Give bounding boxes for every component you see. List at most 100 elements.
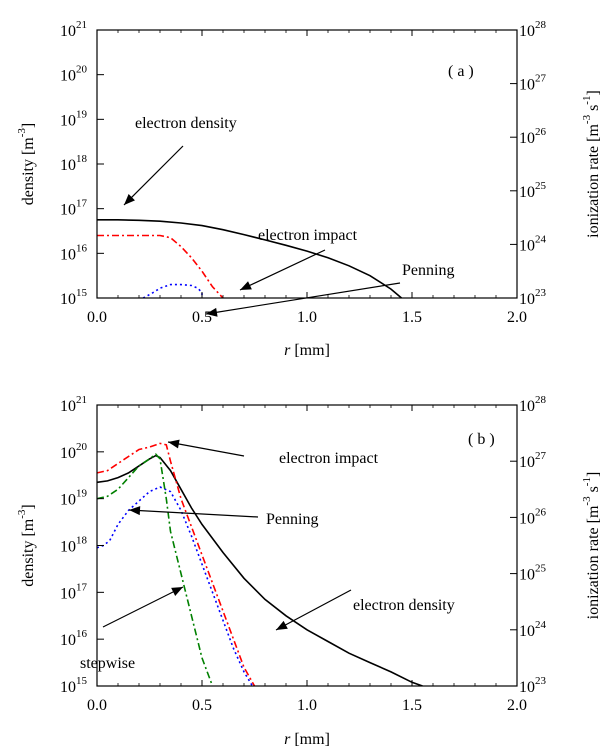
tick-base: 10 bbox=[519, 23, 535, 40]
y-left-label-close: ] bbox=[20, 123, 37, 128]
tick-exponent: 17 bbox=[76, 581, 88, 593]
series-line-penning bbox=[142, 283, 203, 298]
y-right-label-exp2: -1 bbox=[581, 96, 593, 105]
series-line-electron-impact bbox=[97, 234, 224, 298]
annotation-arrow-shaft bbox=[239, 249, 326, 291]
tick-base: 10 bbox=[519, 291, 535, 308]
annotation-arrowhead bbox=[206, 307, 218, 317]
y-right-label-exp1: -3 bbox=[581, 114, 593, 124]
tick-base: 10 bbox=[519, 567, 535, 584]
series-line-stepwise bbox=[97, 453, 214, 686]
y-left-tick-label: 1020 bbox=[60, 441, 88, 462]
tick-exponent: 25 bbox=[535, 180, 547, 192]
tick-base: 10 bbox=[60, 632, 76, 649]
y-left-axis-label: density [m-3] bbox=[16, 123, 37, 206]
y-right-tick-label: 1028 bbox=[519, 394, 547, 415]
y-left-tick-label: 1020 bbox=[60, 64, 88, 85]
y-right-label-unit2: s bbox=[585, 105, 602, 115]
y-left-tick-label: 1021 bbox=[60, 19, 87, 40]
tick-exponent: 19 bbox=[76, 108, 88, 120]
series-group bbox=[97, 442, 423, 686]
annotation-label: electron density bbox=[135, 115, 237, 132]
annotation-arrowhead bbox=[129, 506, 141, 516]
y-right-tick-label: 1027 bbox=[519, 450, 547, 471]
x-tick-label: 0.0 bbox=[87, 697, 107, 714]
plot-frame bbox=[96, 404, 518, 687]
tick-base: 10 bbox=[60, 202, 76, 219]
tick-base: 10 bbox=[60, 492, 76, 509]
x-tick-label: 2.0 bbox=[507, 697, 527, 714]
tick-exponent: 24 bbox=[535, 233, 547, 245]
tick-exponent: 20 bbox=[76, 441, 88, 453]
x-axis-label: r [mm] bbox=[284, 342, 330, 359]
y-left-label-text: density [m bbox=[20, 137, 37, 206]
y-left-tick-label: 1015 bbox=[60, 287, 88, 308]
tick-exponent: 15 bbox=[76, 287, 88, 299]
tick-exponent: 28 bbox=[535, 394, 547, 406]
y-left-tick-label: 1019 bbox=[60, 108, 88, 129]
tick-exponent: 19 bbox=[76, 488, 88, 500]
tick-base: 10 bbox=[60, 246, 76, 263]
y-left-tick-label: 1018 bbox=[60, 153, 88, 174]
annotation-arrowhead bbox=[124, 194, 135, 205]
y-left-tick-label: 1016 bbox=[60, 628, 88, 649]
y-right-label-close: ] bbox=[585, 90, 602, 95]
annotation-label: Penning bbox=[402, 262, 454, 279]
annotation-arrow-shaft bbox=[123, 145, 184, 206]
y-left-tick-label: 1016 bbox=[60, 242, 88, 263]
tick-base: 10 bbox=[519, 237, 535, 254]
x-tick-label: 0.5 bbox=[192, 697, 212, 714]
annotation-arrowhead bbox=[240, 281, 252, 290]
y-right-tick-label: 1027 bbox=[519, 73, 547, 94]
annotation-arrow-shaft bbox=[275, 589, 352, 631]
y-right-tick-label: 1028 bbox=[519, 19, 547, 40]
tick-exponent: 23 bbox=[535, 287, 547, 299]
tick-base: 10 bbox=[60, 112, 76, 129]
y-left-label-text: density [m bbox=[20, 518, 37, 587]
x-tick-label: 1.5 bbox=[402, 697, 422, 714]
y-right-label-text: ionization rate [m bbox=[585, 124, 602, 238]
annotation-label: electron density bbox=[353, 597, 455, 614]
y-left-tick-label: 1017 bbox=[60, 198, 88, 219]
x-axis-label: r [mm] bbox=[284, 731, 330, 747]
y-right-label-close: ] bbox=[585, 472, 602, 477]
y-left-tick-label: 1019 bbox=[60, 488, 88, 509]
tick-exponent: 21 bbox=[76, 19, 87, 31]
annotation-label: Penning bbox=[266, 511, 318, 528]
x-tick-label: 1.5 bbox=[402, 309, 422, 326]
tick-base: 10 bbox=[519, 398, 535, 415]
y-right-label-exp2: -1 bbox=[581, 477, 593, 486]
tick-exponent: 23 bbox=[535, 675, 547, 687]
x-tick-label: 1.0 bbox=[297, 697, 317, 714]
y-right-label-text: ionization rate [m bbox=[585, 505, 602, 619]
tick-exponent: 28 bbox=[535, 19, 547, 31]
y-right-label-exp1: -3 bbox=[581, 496, 593, 506]
tick-base: 10 bbox=[519, 77, 535, 94]
x-axis-unit: [mm] bbox=[290, 731, 330, 747]
tick-base: 10 bbox=[519, 510, 535, 527]
series-line-penning bbox=[97, 486, 254, 686]
annotation-arrowhead bbox=[171, 587, 183, 596]
x-tick-label: 0.5 bbox=[192, 309, 212, 326]
tick-exponent: 27 bbox=[535, 73, 547, 85]
annotation-arrow-shaft bbox=[102, 586, 184, 628]
tick-base: 10 bbox=[519, 679, 535, 696]
tick-base: 10 bbox=[60, 585, 76, 602]
y-left-axis-label: density [m-3] bbox=[16, 504, 37, 587]
series-line-electron-density bbox=[97, 219, 403, 298]
y-left-tick-label: 1021 bbox=[60, 394, 87, 415]
tick-base: 10 bbox=[60, 539, 76, 556]
annotation-arrowhead bbox=[168, 439, 180, 449]
tick-exponent: 16 bbox=[76, 242, 88, 254]
tick-base: 10 bbox=[60, 157, 76, 174]
tick-exponent: 25 bbox=[535, 563, 547, 575]
series-line-electron-density bbox=[97, 454, 423, 686]
chart-panel-b: 0.0 0.5 1.0 1.5 2.01015101610171018101910201… bbox=[16, 394, 602, 747]
x-axis-unit: [mm] bbox=[290, 342, 330, 359]
y-left-label-exp: -3 bbox=[16, 509, 28, 519]
y-right-tick-label: 1025 bbox=[519, 180, 547, 201]
annotation-arrow-shaft bbox=[167, 441, 245, 457]
y-left-tick-label: 1017 bbox=[60, 581, 88, 602]
x-tick-label: 1.0 bbox=[297, 309, 317, 326]
